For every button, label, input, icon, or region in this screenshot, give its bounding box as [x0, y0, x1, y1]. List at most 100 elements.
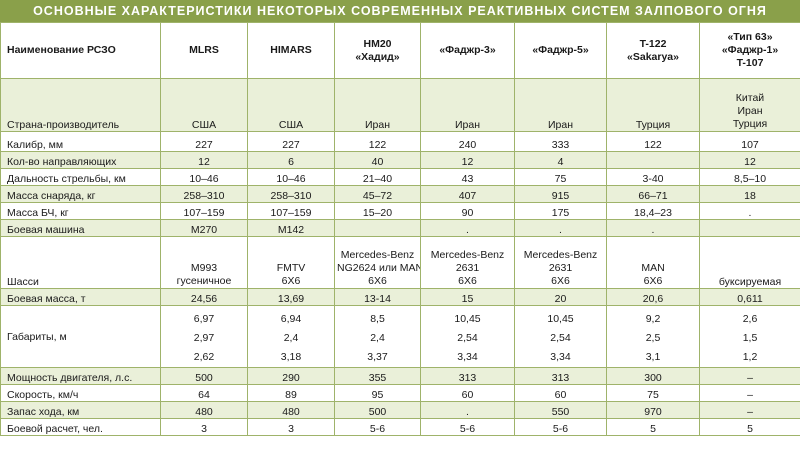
table-cell: 3-40	[606, 168, 700, 186]
table-cell: 95	[334, 384, 421, 402]
cell-line: 2631	[455, 262, 480, 274]
table-cell: 4	[514, 151, 607, 169]
table-cell: 10–46	[160, 168, 248, 186]
table-cell: буксируемая	[699, 236, 800, 289]
table-cell: 60	[514, 384, 607, 402]
cell-line: 2,97	[193, 332, 215, 344]
table-cell: 18	[699, 185, 800, 203]
table-cell: 122	[334, 131, 421, 152]
table-cell: .	[699, 202, 800, 220]
table-cell: M270	[160, 219, 248, 237]
header-system: «Фаджр-5»	[514, 22, 607, 79]
table-cell: 5	[699, 418, 800, 436]
table-row: Дальность стрельбы, км 10–46 10–46 21–40 43 7…	[0, 168, 800, 186]
table-cell: 258–310	[247, 185, 335, 203]
row-label: Масса снаряда, кг	[0, 185, 161, 203]
cell-line: FMTV	[276, 262, 306, 274]
cell-line: 6,94	[280, 313, 302, 325]
table-cell: –	[699, 367, 800, 385]
header-system-line: MLRS	[189, 44, 219, 56]
table-cell: 18,4–23	[606, 202, 700, 220]
header-system: «Тип 63» «Фаджр-1» T-107	[699, 22, 800, 79]
row-label: Шасси	[0, 236, 161, 289]
table-cell: 227	[247, 131, 335, 152]
cell-line: 6X6	[458, 275, 477, 287]
cell-line: 2,54	[457, 332, 478, 344]
cell-line: NG2624 или MAN	[337, 262, 421, 274]
cell-line: 2,4	[283, 332, 299, 344]
table-cell: 970	[606, 401, 700, 419]
table-cell: 66–71	[606, 185, 700, 203]
row-label: Скорость, км/ч	[0, 384, 161, 402]
table-row: Запас хода, км 480 480 500. 550 970–	[0, 401, 800, 419]
table-cell: .	[420, 401, 515, 419]
table-cell: 43	[420, 168, 515, 186]
table-cell: 122	[606, 131, 700, 152]
table-cell: MAN 6X6	[606, 236, 700, 289]
cell-line: 3,34	[457, 351, 478, 363]
table-cell: 5-6	[514, 418, 607, 436]
header-name-col: Наименование РСЗО	[0, 22, 161, 79]
table-cell: 13,69	[247, 288, 335, 306]
row-label: Боевая машина	[0, 219, 161, 237]
cell-line: 6,97	[193, 313, 215, 325]
table-cell: 13-14	[334, 288, 421, 306]
table-cell: 6,94 2,4 3,18	[247, 305, 335, 368]
cell-line: Mercedes-Benz	[523, 249, 598, 261]
cell-line: 3,34	[550, 351, 571, 363]
table-cell: 10,45 2,54 3,34	[420, 305, 515, 368]
table-cell: 21–40	[334, 168, 421, 186]
table-cell: 6,97 2,97 2,62	[160, 305, 248, 368]
cell-line: Mercedes-Benz	[340, 249, 415, 261]
table-cell	[606, 151, 700, 169]
header-system-line: «Тип 63»	[727, 31, 773, 43]
table-row: Скорость, км/ч 64 89 95 60 60 75–	[0, 384, 800, 402]
table-cell: 40	[334, 151, 421, 169]
table-cell: 12	[699, 151, 800, 169]
table-cell: 5-6	[420, 418, 515, 436]
table-cell: 333	[514, 131, 607, 152]
table-cell: Иран	[334, 78, 421, 132]
table-cell: FMTV 6X6	[247, 236, 335, 289]
cell-line: Mercedes-Benz	[430, 249, 505, 261]
header-system-line: «Sakarya»	[627, 50, 679, 63]
cell-line: M993	[190, 262, 218, 274]
cell-line: 2,4	[370, 332, 385, 344]
cell-line: 6X6	[368, 275, 387, 287]
table-cell: 3	[247, 418, 335, 436]
table-cell: 45–72	[334, 185, 421, 203]
table-row: Шасси M993 гусеничное FMTV 6X6 Mercedes-Benz N…	[0, 236, 800, 289]
header-system-line: «Фаджр-5»	[532, 44, 589, 56]
header-system-line: «Хадид»	[355, 50, 400, 63]
table-row: Мощность двигателя, л.с. 500 290 355 313 313 3…	[0, 367, 800, 385]
header-system-line: HIMARS	[270, 44, 312, 56]
table-cell: 313	[420, 367, 515, 385]
table-cell: .	[514, 219, 607, 237]
row-label: Масса БЧ, кг	[0, 202, 161, 220]
table-cell: 480	[160, 401, 248, 419]
cell-line: 10,45	[454, 313, 481, 325]
cell-line: 3,18	[280, 351, 302, 363]
table-cell: 90	[420, 202, 515, 220]
row-label: Боевой расчет, чел.	[0, 418, 161, 436]
table-cell	[699, 219, 800, 237]
table-row: Страна-производитель США США Иран Иран Иран Ту…	[0, 78, 800, 132]
table-cell: 500	[160, 367, 248, 385]
row-label: Запас хода, км	[0, 401, 161, 419]
table-cell: 8,5–10	[699, 168, 800, 186]
header-system-line: T-107	[736, 57, 764, 69]
table-row: Масса снаряда, кг 258–310 258–310 45–72 407 9…	[0, 185, 800, 203]
table-cell: 107–159	[247, 202, 335, 220]
header-row: Наименование РСЗО MLRS HIMARS HM20 «Хадид» «Ф…	[0, 22, 800, 79]
header-system: T-122 «Sakarya»	[606, 22, 700, 79]
cell-line: Иран	[737, 105, 763, 117]
header-system: «Фаджр-3»	[420, 22, 515, 79]
table-cell: 258–310	[160, 185, 248, 203]
table-row: Масса БЧ, кг 107–159 107–159 15–20 90 175 18,4…	[0, 202, 800, 220]
table-cell: США	[247, 78, 335, 132]
table-cell: Mercedes-Benz 2631 6X6	[420, 236, 515, 289]
table-cell: 6	[247, 151, 335, 169]
table-cell: 12	[420, 151, 515, 169]
table-cell: 300	[606, 367, 700, 385]
